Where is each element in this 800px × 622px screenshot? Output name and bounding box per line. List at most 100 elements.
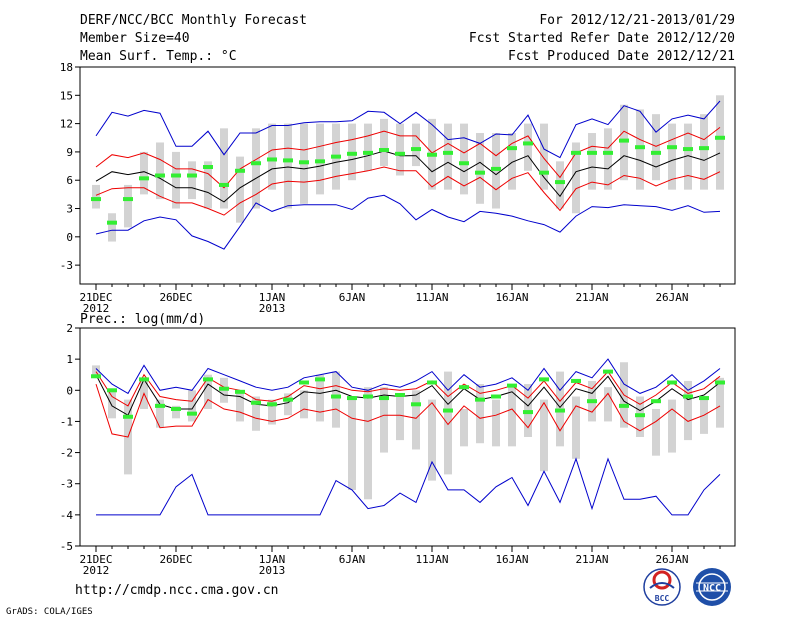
temp-observed-marker	[619, 138, 629, 143]
prec-observed-marker	[267, 402, 277, 407]
prec-range-box	[92, 365, 100, 375]
prec-range-box	[396, 393, 404, 441]
temp-range-box	[716, 95, 724, 190]
ncc-logo-text: NCC	[703, 583, 721, 594]
temp-observed-marker	[523, 141, 533, 146]
prec-observed-marker	[187, 411, 197, 416]
temp-observed-marker	[283, 158, 293, 163]
prec-y-tick-label: 2	[66, 322, 73, 335]
prec-observed-marker	[699, 396, 709, 401]
temp-x-tick-label: 6JAN	[339, 291, 366, 304]
prec-observed-marker	[91, 374, 101, 379]
prec-observed-marker	[683, 394, 693, 399]
temp-range-box	[284, 123, 292, 209]
temp-observed-marker	[715, 135, 725, 140]
temp-y-tick-label: 0	[66, 231, 73, 244]
prec-range-box	[476, 384, 484, 444]
temp-observed-marker	[491, 166, 501, 171]
prec-x-tick-label: 26DEC	[159, 553, 192, 566]
prec-plot-frame	[79, 327, 736, 547]
prec-range-box	[412, 390, 420, 450]
temp-y-tick-label: 3	[66, 203, 73, 216]
temp-range-box	[140, 151, 148, 195]
prec-y-tick-label: 0	[66, 384, 73, 397]
temp-range-box	[700, 114, 708, 190]
prec-ensemble-mean-line	[95, 374, 721, 416]
prec-maximum-line	[95, 358, 721, 395]
prec-observed-marker	[635, 413, 645, 418]
prec-y-tick-label: 1	[66, 353, 73, 366]
prec-range-box	[252, 396, 260, 431]
temp-y-tick-label: 18	[60, 61, 73, 74]
prec-observed-marker	[411, 402, 421, 407]
temp-range-box	[412, 123, 420, 167]
prec-range-box	[188, 390, 196, 422]
prec-x-tick-label: 1JAN	[259, 553, 286, 566]
temp-observed-marker	[475, 170, 485, 175]
temp-minimum-line	[95, 194, 721, 250]
temp-observed-marker	[363, 150, 373, 155]
temp-range-box	[588, 133, 596, 190]
forecast-period: For 2012/12/21-2013/01/29	[539, 13, 735, 28]
prec-range-box	[604, 387, 612, 422]
temp-observed-marker	[155, 173, 165, 178]
temp-x-tick-label: 26DEC	[159, 291, 192, 304]
temp-range-box	[220, 128, 228, 209]
prec-observed-marker	[155, 403, 165, 408]
temp-range-box	[524, 123, 532, 171]
temp-observed-marker	[555, 180, 565, 185]
prec-observed-marker	[347, 396, 357, 401]
prec-range-box	[172, 405, 180, 419]
temp-observed-marker	[123, 197, 133, 202]
prec-observed-marker	[139, 377, 149, 382]
prec-range-box	[380, 387, 388, 453]
temp-observed-marker	[571, 150, 581, 155]
temp-observed-marker	[699, 146, 709, 151]
prec-observed-marker	[235, 389, 245, 394]
prec-range-box	[300, 390, 308, 419]
temp-range-box	[636, 109, 644, 190]
prec-observed-marker	[619, 403, 629, 408]
prec-range-box	[428, 399, 436, 481]
prec-range-box	[268, 399, 276, 425]
temp-range-box	[108, 213, 116, 242]
prec-range-box	[460, 408, 468, 447]
prec-x-tick-label: 11JAN	[415, 553, 448, 566]
prec-range-box	[508, 387, 516, 447]
temp-range-box	[236, 156, 244, 223]
prec-range-box	[716, 377, 724, 428]
temp-maximum-line	[95, 100, 721, 159]
temp-observed-marker	[203, 165, 213, 170]
temp-range-box	[684, 123, 692, 190]
temp-observed-marker	[219, 182, 229, 187]
prec-x-tick-year: 2013	[259, 564, 286, 577]
prec-observed-marker	[475, 397, 485, 402]
prec-observed-marker	[315, 377, 325, 382]
temp-observed-marker	[331, 154, 341, 159]
prec-x-tick-label: 26JAN	[655, 553, 688, 566]
prec-mean-spread-line	[95, 383, 721, 438]
prec-observed-marker	[507, 383, 517, 388]
prec-observed-marker	[571, 378, 581, 383]
prec-observed-marker	[651, 399, 661, 404]
prec-observed-marker	[667, 380, 677, 385]
prec-observed-marker	[107, 388, 117, 393]
prec-observed-marker	[427, 380, 437, 385]
source-url[interactable]: http://cmdp.ncc.cma.gov.cn	[75, 583, 279, 598]
prec-observed-marker	[203, 377, 213, 382]
temp-range-box	[124, 184, 132, 228]
prec-x-tick-year: 2012	[83, 564, 110, 577]
prec-y-tick-label: -5	[60, 540, 73, 553]
member-size: Member Size=40	[80, 31, 190, 46]
temp-y-tick-label: 15	[60, 89, 73, 102]
chart-title: DERF/NCC/BCC Monthly Forecast	[80, 13, 307, 28]
temp-range-box	[188, 161, 196, 200]
temp-x-tick-label: 26JAN	[655, 291, 688, 304]
prec-observed-marker	[219, 386, 229, 391]
prec-range-box	[668, 399, 676, 453]
temp-y-tick-label: 9	[66, 146, 73, 159]
prec-observed-marker	[171, 406, 181, 411]
